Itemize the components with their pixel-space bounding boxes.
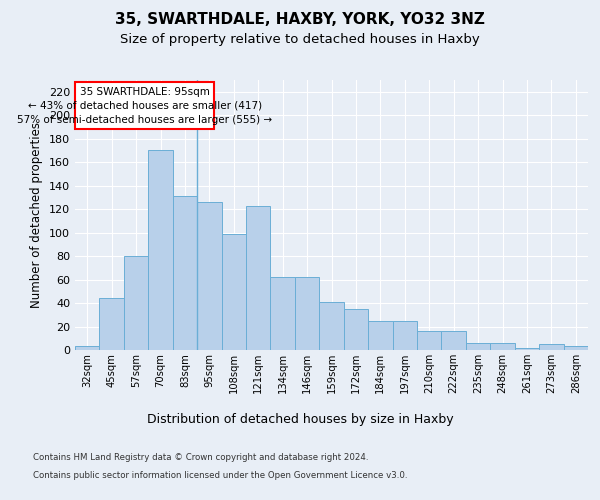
Bar — [563, 346, 588, 350]
Bar — [295, 277, 319, 350]
Text: Contains HM Land Registry data © Crown copyright and database right 2024.: Contains HM Land Registry data © Crown c… — [33, 454, 368, 462]
Bar — [368, 320, 392, 350]
Bar — [75, 346, 100, 350]
Bar — [442, 331, 466, 350]
Y-axis label: Number of detached properties: Number of detached properties — [31, 122, 43, 308]
Bar — [124, 256, 148, 350]
Text: 35 SWARTHDALE: 95sqm
← 43% of detached houses are smaller (417)
57% of semi-deta: 35 SWARTHDALE: 95sqm ← 43% of detached h… — [17, 87, 272, 125]
Bar — [319, 302, 344, 350]
Bar — [515, 348, 539, 350]
Bar — [148, 150, 173, 350]
Text: Size of property relative to detached houses in Haxby: Size of property relative to detached ho… — [120, 32, 480, 46]
Bar — [490, 343, 515, 350]
Text: Contains public sector information licensed under the Open Government Licence v3: Contains public sector information licen… — [33, 471, 407, 480]
Bar — [271, 277, 295, 350]
Text: 35, SWARTHDALE, HAXBY, YORK, YO32 3NZ: 35, SWARTHDALE, HAXBY, YORK, YO32 3NZ — [115, 12, 485, 28]
Bar — [466, 343, 490, 350]
FancyBboxPatch shape — [75, 82, 214, 130]
Bar — [197, 202, 221, 350]
Bar — [246, 206, 271, 350]
Bar — [539, 344, 563, 350]
Bar — [392, 320, 417, 350]
Bar — [100, 298, 124, 350]
Bar — [344, 309, 368, 350]
Text: Distribution of detached houses by size in Haxby: Distribution of detached houses by size … — [146, 412, 454, 426]
Bar — [173, 196, 197, 350]
Bar — [221, 234, 246, 350]
Bar — [417, 331, 442, 350]
